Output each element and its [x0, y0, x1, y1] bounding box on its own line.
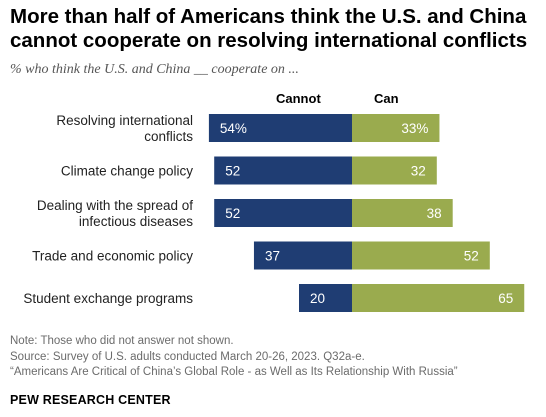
- category-label: Dealing with the spread of infectious dis…: [37, 198, 193, 229]
- category-label-line: infectious diseases: [79, 214, 193, 229]
- chart-subtitle: % who think the U.S. and China __ cooper…: [10, 62, 299, 77]
- data-label-cannot: 52: [225, 206, 240, 221]
- category-label-line: conflicts: [144, 129, 193, 144]
- data-label-cannot: 52: [225, 164, 240, 179]
- category-label-line: Resolving international: [56, 113, 193, 128]
- category-label-line: Trade and economic policy: [32, 249, 193, 264]
- pew-logo-text: PEW RESEARCH CENTER: [10, 393, 171, 407]
- category-label: Climate change policy: [61, 164, 193, 179]
- category-label-line: Climate change policy: [61, 164, 193, 179]
- category-label-line: Student exchange programs: [23, 291, 193, 306]
- bar-can: [352, 241, 490, 270]
- data-label-can: 33%: [401, 121, 428, 136]
- bar-can: [352, 199, 453, 227]
- bar-cannot: [299, 284, 352, 312]
- data-label-can: 52: [464, 249, 479, 264]
- category-label: Resolving international conflicts: [56, 113, 193, 144]
- bar-can: [352, 284, 525, 312]
- bar-cannot: [253, 241, 352, 270]
- bar-cannot: [208, 114, 352, 142]
- data-label-can: 65: [498, 291, 513, 306]
- notes-block: Note: Those who did not answer not shown…: [10, 334, 458, 381]
- note-text: Note: Those who did not answer not shown…: [10, 335, 234, 347]
- data-label-cannot: 20: [310, 291, 325, 306]
- report-title-text: “Americans Are Critical of China’s Globa…: [10, 366, 458, 378]
- chart-title: More than half of Americans think the U.…: [10, 5, 528, 52]
- category-label: Student exchange programs: [23, 291, 193, 306]
- bar-cannot: [214, 199, 352, 227]
- data-label-cannot: 54%: [220, 121, 247, 136]
- bar-can: [352, 156, 437, 185]
- data-label-can: 38: [427, 206, 442, 221]
- legend-cannot: Cannot: [276, 91, 321, 106]
- bar-cannot: [214, 156, 352, 185]
- category-label-line: Dealing with the spread of: [37, 198, 193, 213]
- source-text: Source: Survey of U.S. adults conducted …: [10, 350, 365, 363]
- data-label-can: 32: [411, 164, 426, 179]
- bar-can: [352, 114, 440, 142]
- legend-can: Can: [374, 91, 399, 106]
- data-label-cannot: 37: [265, 249, 280, 264]
- category-label: Trade and economic policy: [32, 249, 193, 264]
